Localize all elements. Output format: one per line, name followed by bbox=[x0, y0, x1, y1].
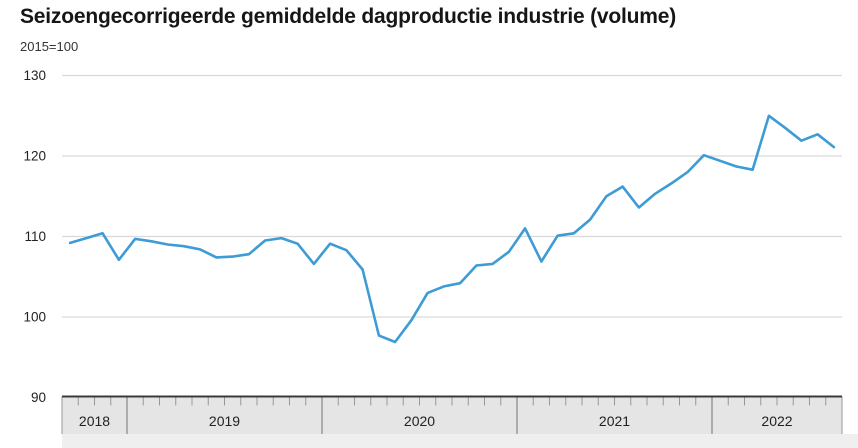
y-tick-label: 90 bbox=[31, 390, 46, 405]
chart-menu-button[interactable] bbox=[805, 9, 841, 41]
y-tick-label: 120 bbox=[23, 149, 46, 164]
year-label: 2021 bbox=[599, 413, 630, 429]
axis-bottom-strip bbox=[62, 434, 858, 448]
year-label: 2019 bbox=[209, 413, 240, 429]
y-tick-label: 130 bbox=[23, 68, 46, 83]
y-tick-label: 100 bbox=[23, 310, 46, 325]
year-label: 2018 bbox=[79, 413, 110, 429]
year-label: 2022 bbox=[761, 413, 792, 429]
y-tick-label: 110 bbox=[24, 229, 46, 244]
year-label: 2020 bbox=[404, 413, 435, 429]
series-line bbox=[68, 114, 836, 344]
chart-subtitle: 2015=100 bbox=[20, 39, 79, 54]
chart-title: Seizoengecorrigeerde gemiddelde dagprodu… bbox=[20, 5, 677, 28]
